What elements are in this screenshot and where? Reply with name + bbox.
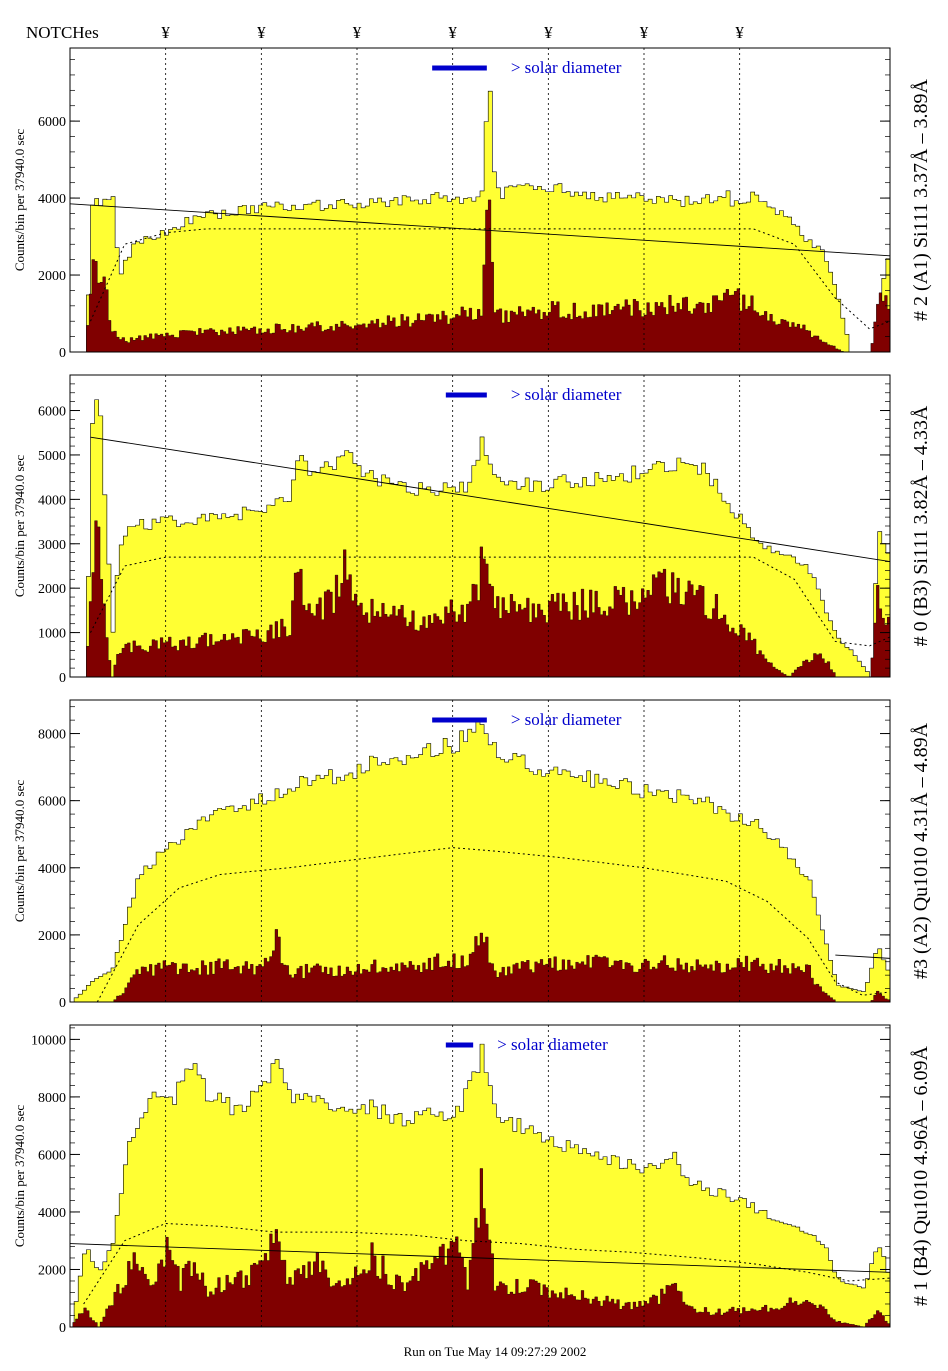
y-tick-label: 2000 — [38, 929, 66, 944]
notch-symbols: ¥ ¥ ¥ ¥ ¥ ¥ ¥ — [161, 23, 744, 42]
chart-panel-3: 0 2000 4000 6000 8000 Counts/bin per 37940.0 … — [12, 699, 932, 1011]
y-tick-label: 2000 — [38, 269, 66, 284]
y-tick-label: 8000 — [38, 728, 66, 743]
y-tick-label: 6000 — [38, 115, 66, 130]
plot-frame — [69, 47, 891, 353]
panel-title: # 0 (B3) Si111 3.82Å – 4.33Å — [910, 405, 932, 646]
y-tick-label: 3000 — [38, 538, 66, 553]
y-tick-label: 6000 — [38, 1148, 66, 1163]
y-tick-label: 5000 — [38, 449, 66, 464]
y-tick-label: 6000 — [38, 795, 66, 810]
trend-line — [835, 954, 891, 959]
plot-frame — [69, 699, 891, 1003]
solar-diameter-label: > solar diameter — [511, 385, 622, 404]
y-tick-label: 4000 — [38, 192, 66, 207]
chart-panel-4: 0 2000 4000 6000 8000 10000 Counts/bin per 379… — [12, 1024, 932, 1336]
panel-title: # 2 (A1) Si111 3.37Å – 3.89Å — [910, 79, 932, 321]
chart-panel-2: 0 1000 2000 3000 4000 5000 6000 Counts/bin per … — [12, 374, 932, 686]
y-tick-label: 4000 — [38, 493, 66, 508]
notch-marker-7: ¥ — [735, 23, 744, 42]
y-tick-label: 0 — [59, 346, 66, 361]
trend-line — [90, 436, 891, 562]
notch-marker-2: ¥ — [257, 23, 266, 42]
model-curve — [96, 847, 891, 1003]
notch-marker-4: ¥ — [448, 23, 457, 42]
trend-line — [69, 203, 891, 257]
model-curve — [90, 556, 891, 647]
y-axis-label: Counts/bin per 37940.0 sec — [12, 1105, 27, 1247]
background-counts-histogram — [70, 520, 891, 678]
plot-frame — [69, 1024, 891, 1328]
model-curve — [83, 1222, 891, 1305]
solar-diameter-label: > solar diameter — [497, 1035, 608, 1054]
solar-diameter-label: > solar diameter — [511, 58, 622, 77]
notch-marker-3: ¥ — [353, 23, 362, 42]
chart-panels: 0 2000 4000 6000 Counts/bin per 37940.0 sec #… — [12, 47, 932, 1336]
notch-marker-1: ¥ — [161, 23, 170, 42]
y-tick-label: 1000 — [38, 627, 66, 642]
trend-line — [69, 1243, 891, 1273]
y-tick-label: 4000 — [38, 1206, 66, 1221]
notch-marker-6: ¥ — [640, 23, 649, 42]
y-axis-label: Counts/bin per 37940.0 sec — [12, 129, 27, 271]
y-tick-label: 2000 — [38, 1263, 66, 1278]
y-tick-label: 10000 — [31, 1033, 66, 1048]
y-axis-label: Counts/bin per 37940.0 sec — [12, 780, 27, 922]
solar-diameter-label: > solar diameter — [511, 710, 622, 729]
background-counts-histogram — [70, 929, 891, 1003]
y-tick-label: 8000 — [38, 1091, 66, 1106]
y-tick-label: 2000 — [38, 582, 66, 597]
notches-label: NOTCHes — [26, 23, 99, 42]
y-axis-label: Counts/bin per 37940.0 sec — [12, 455, 27, 597]
model-curve — [90, 228, 891, 330]
y-tick-label: 0 — [59, 671, 66, 686]
chart-panel-1: 0 2000 4000 6000 Counts/bin per 37940.0 sec #… — [12, 47, 932, 361]
y-tick-label: 0 — [59, 996, 66, 1011]
notch-marker-5: ¥ — [544, 23, 553, 42]
background-counts-histogram — [70, 1168, 891, 1328]
background-counts-histogram — [70, 199, 891, 353]
total-counts-histogram — [70, 90, 891, 353]
panel-title: # 1 (B4) Qu1010 4.96Å – 6.09Å — [910, 1045, 932, 1306]
y-tick-label: 4000 — [38, 862, 66, 877]
y-tick-label: 6000 — [38, 405, 66, 420]
panel-title: #3 (A2) Qu1010 4.31Å – 4.89Å — [910, 722, 932, 979]
y-tick-label: 0 — [59, 1321, 66, 1336]
run-timestamp: Run on Tue May 14 09:27:29 2002 — [404, 1344, 587, 1359]
